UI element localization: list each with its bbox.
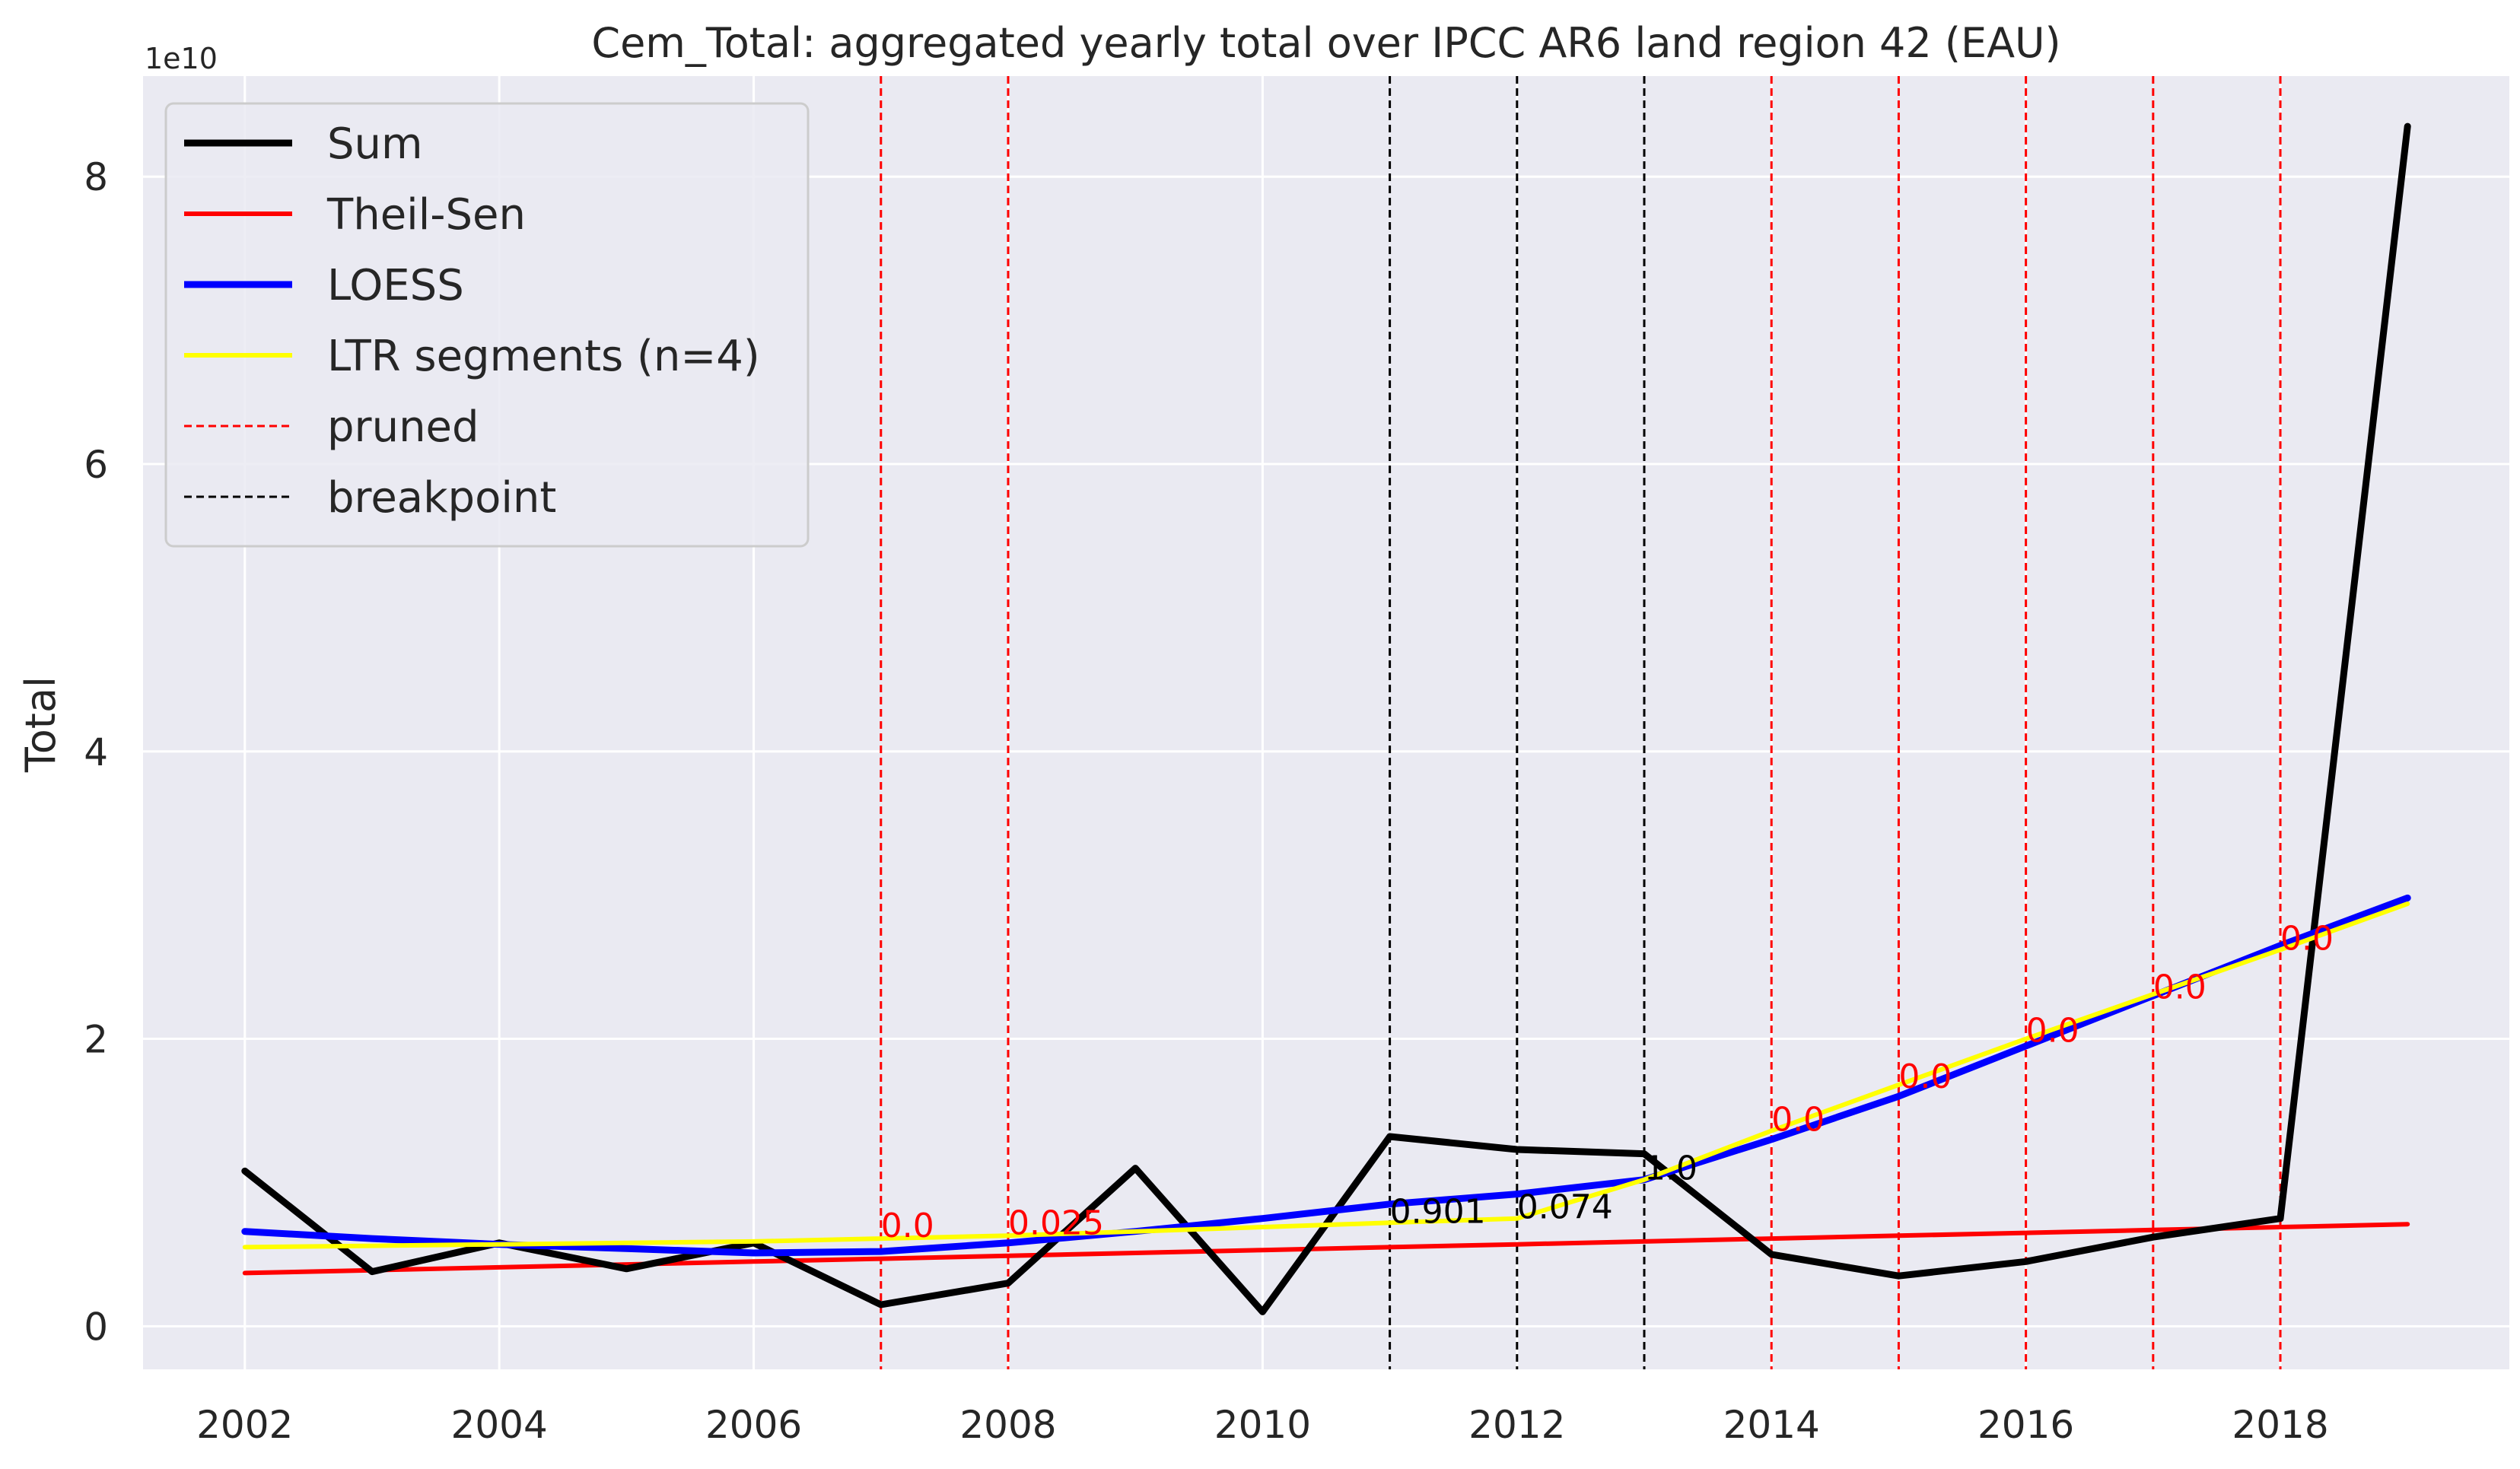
legend-label-pruned: pruned: [327, 402, 479, 452]
breakpoint-label: 0.074: [1517, 1188, 1613, 1227]
legend-label-ltr-segments: LTR segments (n=4): [327, 332, 760, 381]
legend-entry-ltr-segments: LTR segments (n=4): [184, 332, 760, 381]
x-tick-label: 2018: [2232, 1403, 2328, 1447]
legend-label-breakpoint: breakpoint: [327, 473, 556, 523]
y-tick-labels: 0 2 4 6 8: [84, 155, 108, 1349]
legend-entry-breakpoint: breakpoint: [184, 473, 556, 523]
pruned-label: 0.0: [2280, 919, 2334, 958]
legend-entry-sum: Sum: [184, 119, 423, 169]
y-tick-label: 2: [84, 1018, 108, 1062]
legend-entry-theil-sen: Theil-Sen: [184, 190, 526, 240]
x-tick-label: 2010: [1214, 1403, 1311, 1447]
legend: Sum Theil-Sen LOESS LTR segments (n=4) p…: [164, 102, 810, 548]
x-tick-label: 2016: [1978, 1403, 2074, 1447]
legend-entry-loess: LOESS: [184, 261, 464, 310]
pruned-label: 0.0: [2026, 1011, 2079, 1050]
legend-label-sum: Sum: [327, 119, 423, 169]
legend-box: [164, 102, 810, 548]
pruned-label: 0.0: [881, 1207, 934, 1245]
x-tick-label: 2014: [1723, 1403, 1820, 1447]
annotations: 0.0 0.025 0.0 0.0 0.0 0.0 0.0 0.901 0.074 1.0: [881, 919, 2334, 1245]
y-offset-label: 1e10: [145, 42, 218, 75]
pruned-label: 0.0: [1898, 1057, 1952, 1096]
pruned-label: 0.0: [1771, 1100, 1825, 1139]
y-tick-label: 4: [84, 730, 108, 774]
y-tick-label: 8: [84, 155, 108, 199]
x-tick-label: 2012: [1468, 1403, 1565, 1447]
y-tick-label: 6: [84, 443, 108, 487]
series-line-loess: [241, 894, 2411, 1257]
x-tick-label: 2002: [196, 1403, 293, 1447]
x-tick-labels: 2002 2004 2006 2008 2010 2012 2014 2016 2018: [196, 1403, 2329, 1447]
legend-label-loess: LOESS: [327, 261, 464, 310]
x-tick-label: 2008: [959, 1403, 1056, 1447]
series-line-ltr-segments-n-4: [242, 901, 2410, 1250]
series-lines: [241, 122, 2411, 1315]
pruned-label: 0.0: [2153, 968, 2207, 1007]
y-tick-label: 0: [84, 1305, 108, 1349]
chart-title: Cem_Total: aggregated yearly total over …: [591, 19, 2060, 67]
legend-label-theil-sen: Theil-Sen: [326, 190, 526, 240]
x-tick-label: 2006: [705, 1403, 802, 1447]
legend-entry-pruned: pruned: [184, 402, 479, 452]
y-axis-label: Total: [17, 676, 65, 773]
x-tick-label: 2004: [451, 1403, 548, 1447]
breakpoint-label: 0.901: [1390, 1192, 1486, 1231]
pruned-label: 0.025: [1008, 1203, 1104, 1242]
breakpoint-label: 1.0: [1644, 1149, 1698, 1188]
